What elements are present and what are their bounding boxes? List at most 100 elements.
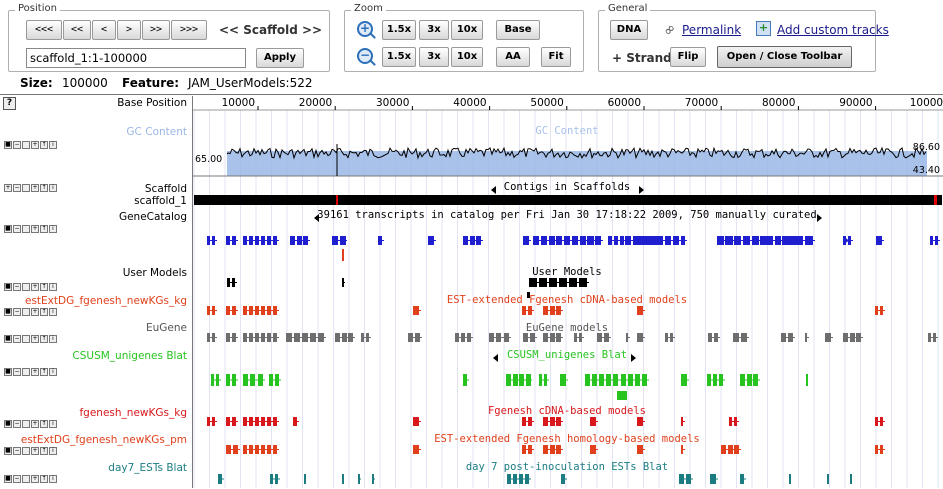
estext-kg-feature-exon <box>880 306 883 315</box>
fgenesh-kg-feature-exon <box>249 417 253 426</box>
zoom-out-10x-button[interactable]: 10x <box>451 47 483 67</box>
estext-kg-feature-exon <box>255 306 259 315</box>
ruler-tick-label: 60000 <box>608 97 641 109</box>
nav-right-button[interactable]: >> <box>142 20 170 40</box>
track-title-right-arrow <box>817 214 822 222</box>
eugene-feature-exon <box>232 333 236 342</box>
track-controls-gc[interactable]: ■ − + ↑ i <box>4 141 62 149</box>
permalink-link[interactable]: Permalink <box>682 23 742 37</box>
usermodels-feature-exon <box>579 278 587 287</box>
estext-pm-feature-exon <box>249 445 253 454</box>
estext-pm-feature-exon <box>550 445 555 454</box>
eugene-feature-exon <box>489 333 494 342</box>
ruler-tick-label: 80000 <box>762 97 795 109</box>
toolbar-toggle-button[interactable]: Open / Close Toolbar <box>717 46 852 68</box>
track-controls-scaffold[interactable]: + − + ↑ i <box>4 184 62 192</box>
eugene-feature-exon <box>267 333 271 342</box>
zoom-in-3x-button[interactable]: 3x <box>419 20 449 40</box>
aa-button[interactable]: AA <box>496 47 530 67</box>
genecatalog-feature-exon <box>556 236 562 245</box>
csusm-feature-exon <box>539 374 542 386</box>
fgenesh-kg-feature-exon <box>226 417 230 426</box>
genecatalog-feature-exon <box>614 236 618 245</box>
eugene-feature-exon <box>670 333 673 342</box>
usermodels-feature-exon <box>549 278 557 287</box>
estext-pm-feature-exon <box>543 445 548 454</box>
fgenesh-kg-feature-exon <box>413 417 419 426</box>
track-title-left-arrow <box>491 186 496 194</box>
add-custom-tracks-link[interactable]: Add custom tracks <box>777 23 889 37</box>
location-input[interactable] <box>26 48 246 68</box>
track-label-estext-kg: estExtDG_fgenesh_newKGs_kg <box>25 295 187 307</box>
ruler-tick-label: 40000 <box>453 97 486 109</box>
zoom-out-3x-button[interactable]: 3x <box>419 47 449 67</box>
track-controls-genecatalog[interactable]: ■ − + ↑ i <box>4 225 62 233</box>
track-title-eugene: EuGene models <box>526 322 608 334</box>
genecatalog-feature-exon <box>378 236 382 245</box>
flip-button[interactable]: Flip <box>670 47 706 67</box>
track-title-right-arrow <box>631 354 636 362</box>
csusm-feature-exon <box>713 374 717 386</box>
fgenesh-kg-feature-exon <box>522 417 526 426</box>
eugene-feature-exon <box>928 333 931 342</box>
nav-far-left-button[interactable]: <<< <box>26 20 62 40</box>
track-panel-border <box>0 94 943 95</box>
day7-feature-exon <box>561 474 565 484</box>
estext-pm-feature-exon <box>556 445 561 454</box>
fgenesh-kg-feature-exon <box>528 417 532 426</box>
zoom-in-10x-button[interactable]: 10x <box>451 20 483 40</box>
track-controls-usermodels[interactable]: ■ − + ↑ i <box>4 283 62 291</box>
fgenesh-kg-feature-exon <box>637 417 643 426</box>
track-label-genecatalog: GeneCatalog <box>118 211 187 223</box>
track-controls-eugene[interactable]: ■ − + ↑ i <box>4 335 62 343</box>
zoom-out-1-5x-button[interactable]: 1.5x <box>382 47 416 67</box>
csusm-feature-exon <box>606 374 611 386</box>
track-title-usermodels: User Models <box>532 266 602 278</box>
fit-button[interactable]: Fit <box>541 47 571 67</box>
track-canvas[interactable]: 10000 20000 30000 40000 50000 60000 70000 80000… <box>193 94 943 488</box>
estext-kg-feature-exon <box>543 306 548 315</box>
genecatalog-feature-exon <box>549 236 555 245</box>
track-controls-estext-kg[interactable]: ■ − + ↑ i <box>4 308 62 316</box>
gc-fill <box>227 151 927 176</box>
track-controls-fgenesh-kg[interactable]: ■ − + ↑ i <box>4 420 62 428</box>
zoom-in-icon: + <box>357 21 373 37</box>
track-sublabel-scaffold: scaffold_1 <box>134 195 187 207</box>
nav-far-right-button[interactable]: >>> <box>171 20 207 40</box>
eugene-feature-exon <box>708 333 712 342</box>
genecatalog-feature-exon <box>726 236 733 245</box>
base-position-label: Base Position <box>117 97 187 109</box>
ruler-tick-label: 90000 <box>839 97 872 109</box>
day7-feature-exon <box>686 474 691 484</box>
track-title-gc: GC Content <box>535 125 598 137</box>
track-controls-estext-pm[interactable]: ■ − + ↑ i <box>4 447 62 455</box>
genecatalog-feature-exon <box>734 236 741 245</box>
genecatalog-feature-exon <box>255 236 259 245</box>
usermodels-feature-exon <box>569 278 577 287</box>
track-controls-day7[interactable]: ■ − + ↑ i <box>4 475 62 483</box>
eugene-feature-exon <box>415 333 420 342</box>
track-title-fgenesh_kg: Fgenesh cDNA-based models <box>488 405 646 417</box>
dna-button[interactable]: DNA <box>610 20 648 40</box>
genecatalog-feature-exon <box>290 236 295 245</box>
eugene-feature-exon <box>523 333 528 342</box>
track-controls-csusm[interactable]: ■ − + ↑ i <box>4 368 62 376</box>
scaffold-nav-label[interactable]: << Scaffold >> <box>219 23 323 37</box>
help-icon[interactable]: ? <box>3 97 16 110</box>
fgenesh-kg-feature-exon <box>550 417 555 426</box>
eugene-feature-exon <box>243 333 247 342</box>
nav-step-left-button[interactable]: < <box>92 20 116 40</box>
estext-kg-feature-exon <box>875 306 878 315</box>
estext-pm-feature-exon <box>728 445 733 454</box>
eugene-feature-exon <box>467 333 471 342</box>
apply-button[interactable]: Apply <box>256 48 304 68</box>
genecatalog-feature-exon <box>232 236 236 245</box>
track-label-estext-pm: estExtDG_fgenesh_newKGs_pm <box>20 434 187 446</box>
base-button[interactable]: Base <box>496 20 540 40</box>
genecatalog-feature-exon <box>930 236 933 245</box>
zoom-in-1-5x-button[interactable]: 1.5x <box>382 20 416 40</box>
nav-step-right-button[interactable]: > <box>117 20 141 40</box>
eugene-feature-exon <box>261 333 265 342</box>
csusm-feature-exon <box>635 374 640 386</box>
nav-left-button[interactable]: << <box>63 20 91 40</box>
